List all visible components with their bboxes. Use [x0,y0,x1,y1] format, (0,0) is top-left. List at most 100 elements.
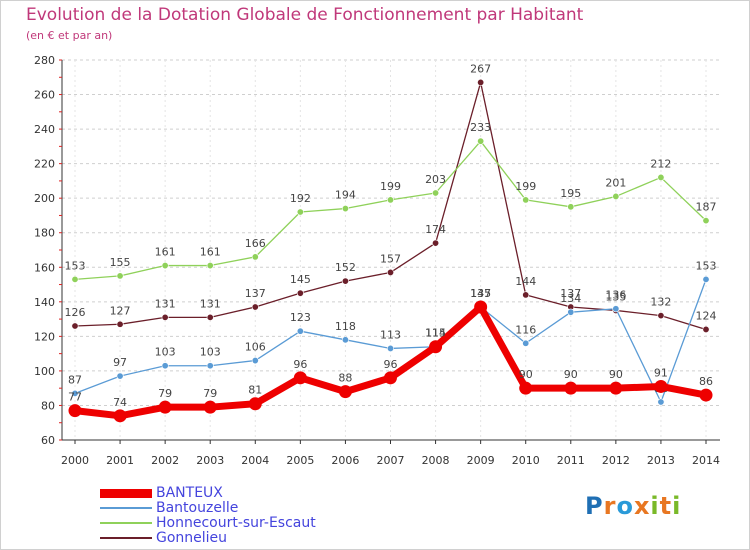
data-label-bantouzelle: 134 [560,292,581,305]
data-point-gonnelieu [116,320,124,328]
data-point-bantouzelle [71,389,79,397]
y-tick-label: 200 [34,192,55,205]
data-point-banteux [474,300,488,314]
data-label-honnecourt-sur-escaut: 195 [560,187,581,200]
data-label-banteux: 91 [654,366,668,379]
x-tick-label: 2000 [61,454,89,467]
data-point-gonnelieu [522,291,530,299]
y-tick-label: 140 [34,296,55,309]
data-point-bantouzelle [161,362,169,370]
y-tick-label: 220 [34,158,55,171]
data-point-gonnelieu [657,312,665,320]
data-point-bantouzelle [116,372,124,380]
data-label-honnecourt-sur-escaut: 212 [650,157,671,170]
data-point-honnecourt-sur-escaut [386,196,394,204]
chart-subtitle: (en € et par an) [26,29,113,42]
data-label-bantouzelle: 106 [245,341,266,354]
y-tick-label: 160 [34,261,55,274]
x-tick-label: 2008 [422,454,450,467]
x-tick-label: 2009 [467,454,495,467]
legend-item-gonnelieu: Gonnelieu [100,531,227,545]
data-label-gonnelieu: 135 [605,290,626,303]
data-point-banteux [699,388,713,402]
data-label-banteux: 96 [293,358,307,371]
data-point-gonnelieu [477,78,485,86]
data-point-honnecourt-sur-escaut [432,189,440,197]
data-label-bantouzelle: 123 [290,311,311,324]
data-point-honnecourt-sur-escaut [296,208,304,216]
data-point-banteux [293,371,307,385]
data-label-bantouzelle: 113 [380,328,401,341]
data-label-gonnelieu: 267 [470,62,491,75]
data-label-gonnelieu: 127 [110,304,131,317]
legend-swatch-banteux [100,488,152,498]
data-point-banteux [429,340,443,354]
data-label-gonnelieu: 131 [200,297,221,310]
data-point-banteux [519,381,533,395]
x-tick-label: 2002 [151,454,179,467]
y-tick-label: 100 [34,365,55,378]
data-label-honnecourt-sur-escaut: 194 [335,189,356,202]
data-point-bantouzelle [612,305,620,313]
data-point-bantouzelle [341,336,349,344]
x-tick-label: 2006 [331,454,359,467]
data-label-bantouzelle: 103 [200,346,221,359]
data-label-gonnelieu: 137 [245,287,266,300]
data-label-honnecourt-sur-escaut: 192 [290,192,311,205]
x-tick-label: 2012 [602,454,630,467]
data-point-bantouzelle [386,344,394,352]
data-label-honnecourt-sur-escaut: 161 [200,246,221,259]
data-label-honnecourt-sur-escaut: 199 [380,180,401,193]
data-label-honnecourt-sur-escaut: 201 [605,176,626,189]
data-point-honnecourt-sur-escaut [206,262,214,270]
data-label-honnecourt-sur-escaut: 203 [425,173,446,186]
data-point-banteux [113,409,127,423]
x-tick-label: 2003 [196,454,224,467]
data-label-honnecourt-sur-escaut: 187 [696,201,717,214]
y-tick-label: 240 [34,123,55,136]
x-tick-label: 2011 [557,454,585,467]
x-tick-label: 2014 [692,454,720,467]
data-point-honnecourt-sur-escaut [71,275,79,283]
data-point-banteux [248,397,262,411]
data-label-honnecourt-sur-escaut: 166 [245,237,266,250]
y-tick-label: 80 [41,399,55,412]
data-label-gonnelieu: 144 [515,275,536,288]
data-label-bantouzelle: 103 [155,346,176,359]
data-label-honnecourt-sur-escaut: 233 [470,121,491,134]
data-point-banteux [654,379,668,393]
y-tick-label: 120 [34,330,55,343]
chart-title: Evolution de la Dotation Globale de Fonc… [26,5,584,25]
data-point-bantouzelle [567,308,575,316]
data-point-banteux [564,381,578,395]
data-label-banteux: 79 [203,387,217,400]
data-label-bantouzelle: 97 [113,356,127,369]
data-label-gonnelieu: 137 [560,287,581,300]
data-label-honnecourt-sur-escaut: 199 [515,180,536,193]
data-point-gonnelieu [71,322,79,330]
data-point-banteux [338,385,352,399]
data-point-honnecourt-sur-escaut [341,205,349,213]
data-point-gonnelieu [702,325,710,333]
data-label-banteux: 81 [248,384,262,397]
y-tick-label: 260 [34,89,55,102]
proxiti-logo[interactable]: Proxiti [585,492,682,520]
data-label-bantouzelle: 87 [68,373,82,386]
y-tick-label: 180 [34,227,55,240]
data-point-honnecourt-sur-escaut [477,137,485,145]
legend-swatch-honnecourt [100,522,152,524]
data-label-gonnelieu: 124 [696,309,717,322]
data-label-bantouzelle: 136 [605,289,626,302]
y-tick-label: 280 [34,54,55,67]
data-point-honnecourt-sur-escaut [251,253,259,261]
data-label-banteux: 90 [519,368,533,381]
data-point-bantouzelle [657,398,665,406]
data-label-banteux: 90 [609,368,623,381]
data-label-gonnelieu: 126 [65,306,86,319]
data-point-gonnelieu [341,277,349,285]
data-point-gonnelieu [251,303,259,311]
data-point-gonnelieu [432,239,440,247]
data-point-banteux [384,371,397,385]
data-label-honnecourt-sur-escaut: 161 [155,246,176,259]
